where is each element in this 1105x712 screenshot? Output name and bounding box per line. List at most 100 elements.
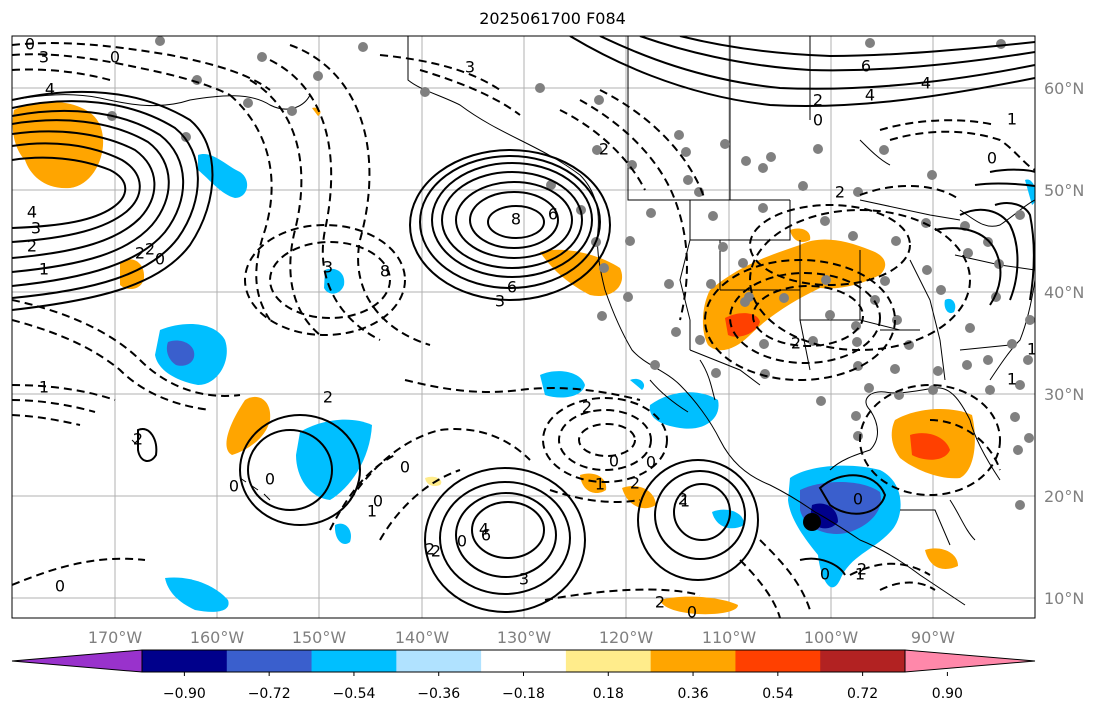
contour-label: 4 bbox=[921, 74, 931, 93]
contour-label: 0 bbox=[987, 149, 997, 168]
contour-label: 4 bbox=[865, 86, 875, 105]
orange-patch bbox=[790, 228, 811, 242]
center-marker bbox=[803, 513, 821, 531]
solid-contours bbox=[12, 36, 1035, 613]
yellow-patch bbox=[425, 476, 442, 487]
longitude-label: 160°W bbox=[190, 628, 245, 647]
contour-label: 8 bbox=[380, 262, 390, 281]
colorbar-tick-labels: −0.90 −0.72 −0.54 −0.36 −0.18 0.18 0.36 0.54 0.7… bbox=[163, 686, 963, 702]
colorbar-segment bbox=[565, 650, 652, 672]
orange-patch bbox=[12, 101, 104, 189]
contour-label: 3 bbox=[323, 258, 333, 277]
contour-label: 2 bbox=[655, 593, 665, 612]
colorbar-segment bbox=[226, 650, 313, 672]
shaded-patches bbox=[12, 101, 1035, 615]
contour-label: 8 bbox=[511, 210, 521, 229]
longitude-label: 170°W bbox=[88, 628, 143, 647]
contour-label: 0 bbox=[400, 458, 410, 477]
contour-label: 2 bbox=[145, 240, 155, 259]
contour-label: 1 bbox=[595, 475, 605, 494]
contour-label: 3 bbox=[31, 219, 41, 238]
contour-label: 2 bbox=[323, 388, 333, 407]
latitude-label: 30°N bbox=[1044, 385, 1084, 404]
coastlines bbox=[12, 36, 1035, 606]
longitude-label: 130°W bbox=[497, 628, 552, 647]
colorbar-segment bbox=[481, 650, 567, 672]
longitude-label: 100°W bbox=[804, 628, 859, 647]
contour-label: 2 bbox=[27, 237, 37, 256]
contour-label: 0 bbox=[853, 490, 863, 509]
contour-label: 1 bbox=[1027, 340, 1037, 359]
latitude-label: 10°N bbox=[1044, 589, 1084, 608]
contour-label: 2 bbox=[133, 430, 143, 449]
contour-label: 2 bbox=[582, 398, 592, 417]
orange-patch bbox=[622, 485, 656, 509]
contour-label: 0 bbox=[55, 577, 65, 596]
contour-label: 2 bbox=[678, 490, 688, 509]
orange-patch bbox=[580, 473, 607, 494]
colorbar-tick-label: 0.36 bbox=[677, 686, 708, 702]
red-patch bbox=[910, 433, 950, 460]
contour-label: 0 bbox=[110, 48, 120, 67]
colorbar-tick-label: 0.18 bbox=[593, 686, 624, 702]
colorbar-tick-label: 0.72 bbox=[847, 686, 878, 702]
contour-label: 3 bbox=[39, 48, 49, 67]
orange-patch bbox=[660, 596, 738, 615]
blue-patch bbox=[165, 577, 229, 612]
latitude-label: 60°N bbox=[1044, 79, 1084, 98]
contour-label: 3 bbox=[495, 292, 505, 311]
contour-label: 3 bbox=[465, 58, 475, 77]
contour-label: 1 bbox=[39, 378, 49, 397]
station-dots bbox=[107, 36, 1035, 510]
contour-label: 6 bbox=[861, 57, 871, 76]
blue-patch bbox=[630, 378, 645, 390]
contour-label: 2 bbox=[431, 542, 441, 561]
latitude-label: 40°N bbox=[1044, 283, 1084, 302]
blue-patch bbox=[944, 298, 956, 314]
colorbar-segment bbox=[820, 650, 906, 672]
contour-label: 0 bbox=[813, 111, 823, 130]
colorbar-tick-label: −0.18 bbox=[502, 686, 545, 702]
contour-label: 0 bbox=[687, 603, 697, 622]
contour-label: 2 bbox=[135, 244, 145, 263]
longitude-label: 110°W bbox=[702, 628, 757, 647]
contour-label: 2 bbox=[813, 91, 823, 110]
contour-label: 0 bbox=[265, 470, 275, 489]
contour-label: 1 bbox=[39, 260, 49, 279]
orange-patch bbox=[925, 548, 958, 569]
colorbar-tick-label: −0.72 bbox=[248, 686, 291, 702]
blue-patch bbox=[198, 153, 248, 198]
colorbar-segment bbox=[735, 650, 821, 672]
orange-patch bbox=[226, 396, 271, 455]
longitude-label: 120°W bbox=[599, 628, 654, 647]
colorbar-tick-label: −0.54 bbox=[332, 686, 375, 702]
colorbar-extend-low bbox=[11, 649, 143, 673]
contour-label: 2 bbox=[835, 183, 845, 202]
colorbar-segment bbox=[396, 650, 482, 672]
contour-label: 2 bbox=[791, 334, 801, 353]
colorbar-tick-label: −0.90 bbox=[163, 686, 206, 702]
dashed-contours bbox=[12, 42, 1035, 618]
contour-label: 0 bbox=[229, 477, 239, 496]
colorbar-tick-label: 0.90 bbox=[932, 686, 963, 702]
red-patch bbox=[725, 313, 760, 337]
contour-label: 3 bbox=[519, 570, 529, 589]
latitude-labels: 60°N 50°N 40°N 30°N 20°N 10°N bbox=[1044, 79, 1084, 608]
contour-label: 6 bbox=[481, 526, 491, 545]
contour-label: 1 bbox=[1007, 370, 1017, 389]
contour-label: 6 bbox=[548, 205, 558, 224]
colorbar-segment bbox=[142, 650, 228, 672]
map-frame bbox=[11, 35, 1036, 619]
contour-label: 4 bbox=[27, 203, 37, 222]
contour-label: 2 bbox=[630, 474, 640, 493]
contour-label: 4 bbox=[45, 80, 55, 99]
contour-label: 1 bbox=[680, 492, 690, 511]
contour-label: 0 bbox=[646, 453, 656, 472]
latitude-label: 50°N bbox=[1044, 181, 1084, 200]
blue-patch bbox=[296, 419, 372, 500]
blue-patch bbox=[649, 392, 719, 429]
contour-label: 0 bbox=[25, 35, 35, 54]
colorbar-extend-high bbox=[904, 649, 1036, 673]
